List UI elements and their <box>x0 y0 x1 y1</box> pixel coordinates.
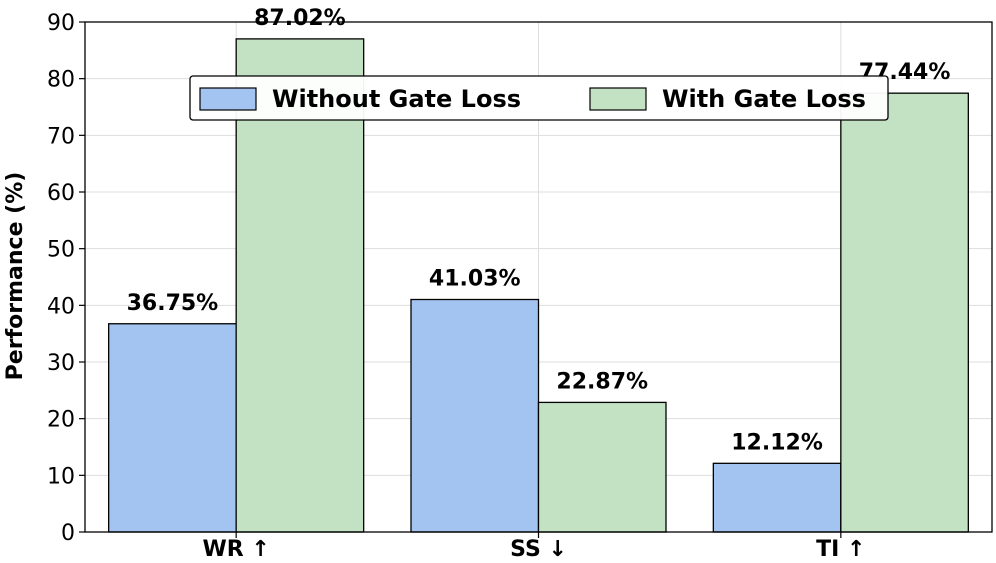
bars <box>108 38 969 533</box>
x-tick-label: WR ↑ <box>203 537 270 562</box>
bar-without-gate-loss <box>410 298 540 533</box>
y-tick-label: 90 <box>47 11 75 36</box>
data-label: 36.75% <box>127 291 219 316</box>
y-tick-label: 20 <box>47 408 75 433</box>
y-tick-label: 0 <box>61 521 75 546</box>
y-axis-title: Performance (%) <box>3 172 28 381</box>
legend-swatch <box>199 87 257 111</box>
data-label: 87.02% <box>254 6 346 31</box>
x-tick-label: TI ↑ <box>816 537 865 562</box>
data-label: 41.03% <box>429 266 521 291</box>
legend-label: Without Gate Loss <box>272 85 521 113</box>
legend: Without Gate Loss With Gate Loss <box>189 75 889 121</box>
bar-without-gate-loss <box>712 462 842 533</box>
legend-box <box>189 75 889 121</box>
y-tick-label: 70 <box>47 124 75 149</box>
data-label: 12.12% <box>731 430 823 455</box>
y-tick-label: 10 <box>47 464 75 489</box>
bar-with-gate-loss <box>235 38 365 533</box>
axes: 0 10 20 30 40 50 60 70 80 90 WR ↑ SS ↓ TI ↑ <box>47 11 993 562</box>
bar-with-gate-loss <box>537 401 667 533</box>
data-label: 22.87% <box>556 369 648 394</box>
legend-swatch <box>589 87 647 111</box>
x-tick-label: SS ↓ <box>510 537 567 562</box>
legend-label: With Gate Loss <box>662 85 866 113</box>
y-tick-label: 50 <box>47 238 75 263</box>
bar-without-gate-loss <box>108 323 237 533</box>
y-tick-label: 30 <box>47 351 75 376</box>
bar-with-gate-loss <box>840 92 969 533</box>
y-tick-label: 80 <box>47 68 75 93</box>
data-labels: 36.75%41.03%12.12%87.02%22.87%77.44% <box>127 6 951 455</box>
y-tick-label: 60 <box>47 181 75 206</box>
y-tick-label: 40 <box>47 294 75 319</box>
